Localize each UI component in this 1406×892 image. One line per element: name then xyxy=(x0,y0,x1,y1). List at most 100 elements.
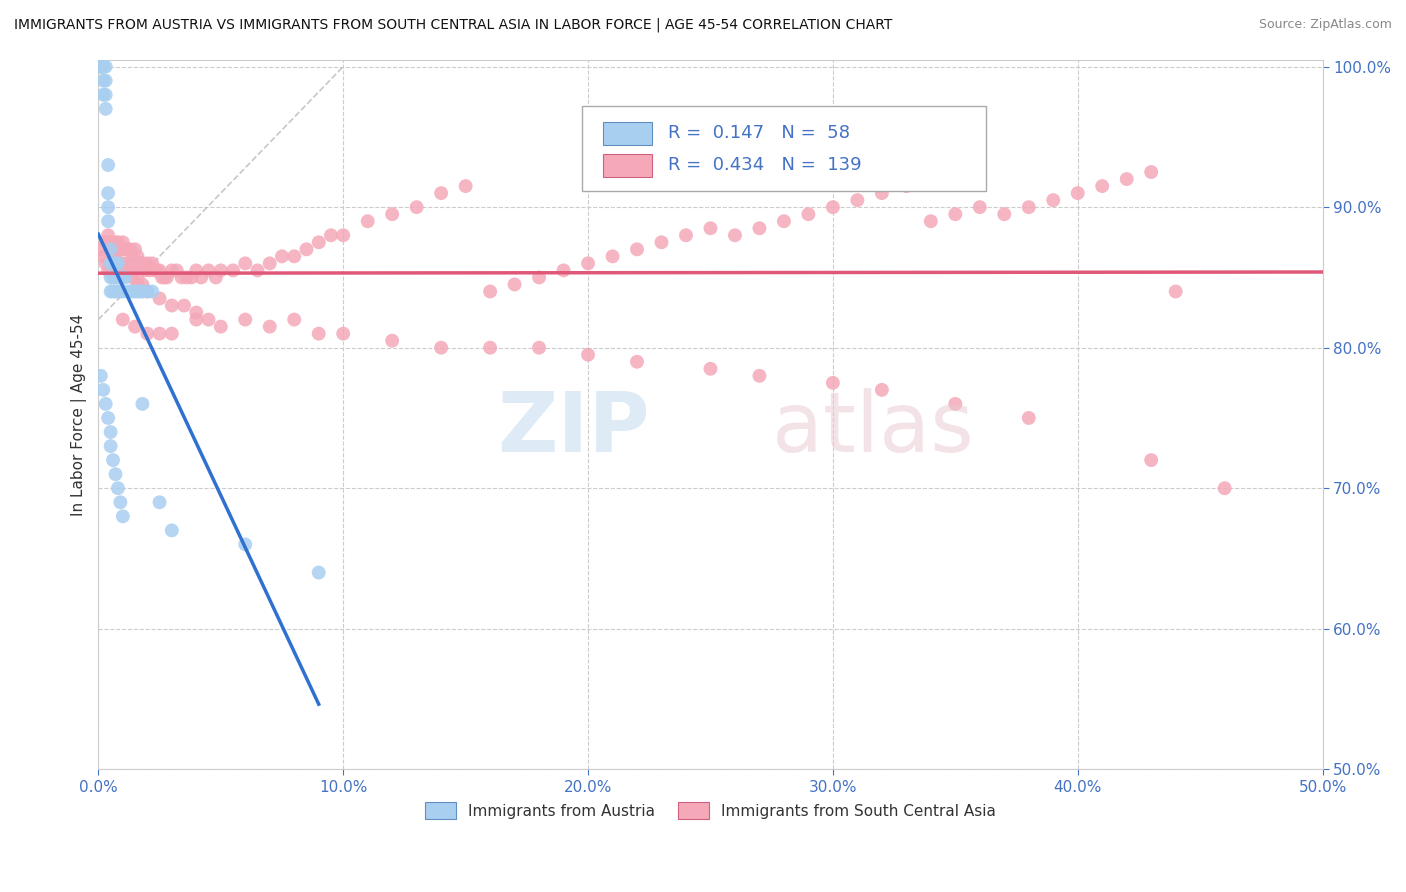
Point xyxy=(120,285,142,299)
Point xyxy=(454,179,477,194)
Point xyxy=(405,200,427,214)
Point xyxy=(308,235,330,250)
Point xyxy=(91,60,114,74)
Point xyxy=(100,285,122,299)
Point xyxy=(205,270,228,285)
Point xyxy=(180,270,202,285)
Point xyxy=(107,235,129,250)
Point xyxy=(136,285,159,299)
Point xyxy=(141,285,163,299)
Point xyxy=(94,60,117,74)
Point xyxy=(186,263,208,277)
Point xyxy=(100,243,122,257)
Point xyxy=(259,256,281,270)
Point xyxy=(136,256,159,270)
Point xyxy=(148,495,170,509)
Point xyxy=(121,249,143,263)
Point xyxy=(131,277,153,292)
Point xyxy=(94,102,117,116)
FancyBboxPatch shape xyxy=(582,106,986,191)
Point xyxy=(104,256,127,270)
Point xyxy=(969,200,991,214)
Point xyxy=(308,326,330,341)
Point xyxy=(104,235,127,250)
Point xyxy=(479,341,502,355)
Point xyxy=(101,256,124,270)
Point xyxy=(357,214,380,228)
Point xyxy=(136,326,159,341)
Point xyxy=(699,221,721,235)
Point xyxy=(148,292,170,306)
Point xyxy=(332,228,354,243)
Point xyxy=(143,263,166,277)
Point xyxy=(233,256,256,270)
Point xyxy=(90,60,112,74)
Point xyxy=(129,256,152,270)
Point xyxy=(111,270,134,285)
Point xyxy=(100,235,122,250)
Point xyxy=(283,249,305,263)
Point xyxy=(111,263,134,277)
Point xyxy=(111,285,134,299)
Point xyxy=(332,326,354,341)
Point xyxy=(197,312,219,326)
Point xyxy=(173,299,195,313)
Point xyxy=(308,566,330,580)
Point xyxy=(430,341,453,355)
Point xyxy=(101,285,124,299)
Point xyxy=(111,509,134,524)
Point xyxy=(100,270,122,285)
Point xyxy=(602,249,624,263)
Point xyxy=(104,285,127,299)
Point xyxy=(1213,481,1236,495)
Point xyxy=(104,270,127,285)
Point xyxy=(576,256,599,270)
Point xyxy=(233,537,256,551)
Point xyxy=(94,73,117,87)
Point xyxy=(1140,453,1163,467)
Point xyxy=(527,270,550,285)
Point xyxy=(134,263,156,277)
Point xyxy=(943,207,966,221)
Point xyxy=(91,60,114,74)
Text: Source: ZipAtlas.com: Source: ZipAtlas.com xyxy=(1258,18,1392,31)
Point xyxy=(127,277,149,292)
Point xyxy=(136,285,159,299)
Point xyxy=(846,193,869,207)
Point xyxy=(101,263,124,277)
Point xyxy=(1018,411,1040,425)
Point xyxy=(104,467,127,482)
Point xyxy=(1164,285,1187,299)
Point xyxy=(381,207,404,221)
Point xyxy=(166,263,188,277)
Point xyxy=(100,243,122,257)
Point xyxy=(111,256,134,270)
Point xyxy=(127,270,149,285)
Point xyxy=(120,243,142,257)
Point xyxy=(94,235,117,250)
Point xyxy=(139,263,162,277)
Point xyxy=(131,256,153,270)
Point xyxy=(90,60,112,74)
Point xyxy=(100,256,122,270)
Point xyxy=(104,249,127,263)
Point xyxy=(101,243,124,257)
Point xyxy=(1067,186,1090,200)
Point xyxy=(381,334,404,348)
Point xyxy=(94,87,117,102)
Point xyxy=(186,312,208,326)
Point xyxy=(101,249,124,263)
Point xyxy=(107,285,129,299)
Point xyxy=(896,179,918,194)
Point xyxy=(107,263,129,277)
Point xyxy=(111,235,134,250)
Point xyxy=(101,453,124,467)
Point xyxy=(527,341,550,355)
Point xyxy=(91,73,114,87)
Point xyxy=(117,285,139,299)
Point xyxy=(91,383,114,397)
Point xyxy=(107,270,129,285)
Point xyxy=(1091,179,1114,194)
Point xyxy=(170,270,193,285)
Point xyxy=(160,326,183,341)
